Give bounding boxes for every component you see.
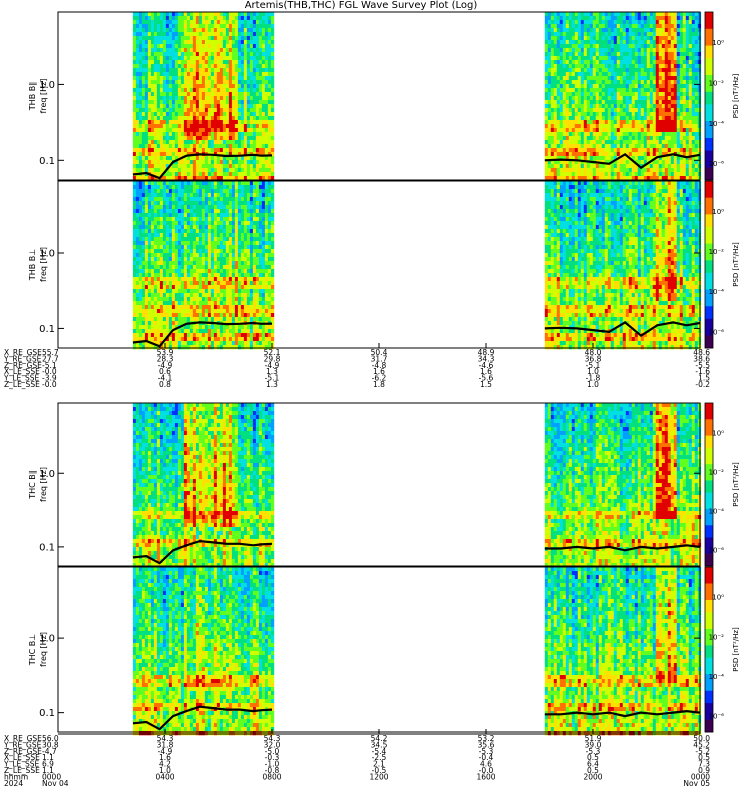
colorbar-tick-label: 10⁻² (709, 80, 725, 88)
y-tick-label: 0.1 (39, 156, 55, 167)
y-axis-label: freq [Hz] (39, 247, 48, 282)
y-tick-label: 0.1 (39, 542, 55, 553)
ephemeris-value: -0.2 (695, 380, 710, 389)
ephemeris-value: -0.0 (42, 380, 57, 389)
colorbar: 10⁰ 10⁻² 10⁻⁴ 10⁻⁶ PSD [nT²/Hz] (705, 12, 740, 180)
colorbar-tick-label: 10⁰ (712, 39, 724, 47)
spectrogram-data-block (545, 403, 701, 567)
ephemeris-value: 0.8 (159, 380, 171, 389)
colorbar-tick-label: 10⁻⁶ (709, 160, 725, 168)
y-tick-label: 0.1 (39, 708, 55, 719)
y-axis-label: freq [Hz] (39, 632, 48, 667)
colorbar-tick-label: 10⁻⁶ (709, 713, 725, 721)
colorbar-tick-label: 10⁻⁴ (709, 673, 725, 681)
colorbar: 10⁰ 10⁻² 10⁻⁴ 10⁻⁶ PSD [nT²/Hz] (705, 567, 740, 732)
ephemeris-value: 1600 (476, 772, 495, 781)
y-tick-label: 0.1 (39, 324, 55, 335)
ephemeris-label: Z_LE_SSE (4, 380, 40, 389)
colorbar-tick-label: 10⁻⁶ (709, 328, 725, 336)
colorbar: 10⁰ 10⁻² 10⁻⁴ 10⁻⁶ PSD [nT²/Hz] (705, 403, 740, 566)
colorbar-label: PSD [nT²/Hz] (732, 627, 740, 672)
colorbar: 10⁰ 10⁻² 10⁻⁴ 10⁻⁶ PSD [nT²/Hz] (705, 181, 740, 348)
ephemeris-value: 0800 (262, 772, 281, 781)
ephemeris-label: 2024 (4, 779, 23, 788)
spectrogram-data-block (133, 403, 274, 567)
colorbar-tick-label: 10⁻² (709, 468, 725, 476)
ephemeris-value: 2000 (583, 772, 602, 781)
ephemeris-value: Nov 04 (42, 779, 69, 788)
ephemeris-value: 1.5 (480, 380, 492, 389)
colorbar-tick-label: 10⁻² (709, 248, 725, 256)
colorbar-tick-label: 10⁰ (712, 429, 724, 437)
colorbar-label: PSD [nT²/Hz] (732, 242, 740, 287)
y-axis-label: THB B⊥ (28, 249, 37, 281)
colorbar-tick-label: 10⁰ (712, 208, 724, 216)
colorbar-tick-label: 10⁻² (709, 633, 725, 641)
y-axis-label: THC B⊥ (28, 634, 37, 667)
ephemeris-value: 1200 (369, 772, 388, 781)
colorbar-label: PSD [nT²/Hz] (732, 462, 740, 507)
colorbar-tick-label: 10⁻⁴ (709, 120, 725, 128)
ephemeris-value: 1.0 (587, 380, 599, 389)
colorbar-tick-label: 10⁰ (712, 594, 724, 602)
colorbar-label: PSD [nT²/Hz] (732, 73, 740, 118)
y-axis-label: freq [Hz] (39, 467, 48, 502)
colorbar-tick-label: 10⁻⁶ (709, 547, 725, 555)
ephemeris-value: 1.8 (373, 380, 385, 389)
wave-survey-figure: 1.00.1THB B∥ freq [Hz]10⁰10⁻²10⁻⁴10⁻⁶PSD … (0, 0, 750, 800)
y-axis-label: THB B∥ (28, 82, 37, 111)
ephemeris-value: 0400 (155, 772, 174, 781)
ephemeris-value: 1.3 (266, 380, 278, 389)
colorbar-tick-label: 10⁻⁴ (709, 288, 725, 296)
ephemeris-value: Nov 05 (683, 779, 710, 788)
spectrogram-data-block (545, 567, 701, 735)
ephemeris-table: X_RE_GSE 55.7Y_RE_GSE 27.7Z_RE_GSE -5.1X_LE… (3, 343, 710, 389)
y-axis-label: THC B∥ (28, 470, 37, 500)
y-axis-label: freq [Hz] (39, 79, 48, 114)
colorbar-tick-label: 10⁻⁴ (709, 508, 725, 516)
ephemeris-table: X_RE_GSE 56.0Y_RE_GSE 30.8Z_RE_GSE -4.7X_LE… (3, 729, 710, 788)
